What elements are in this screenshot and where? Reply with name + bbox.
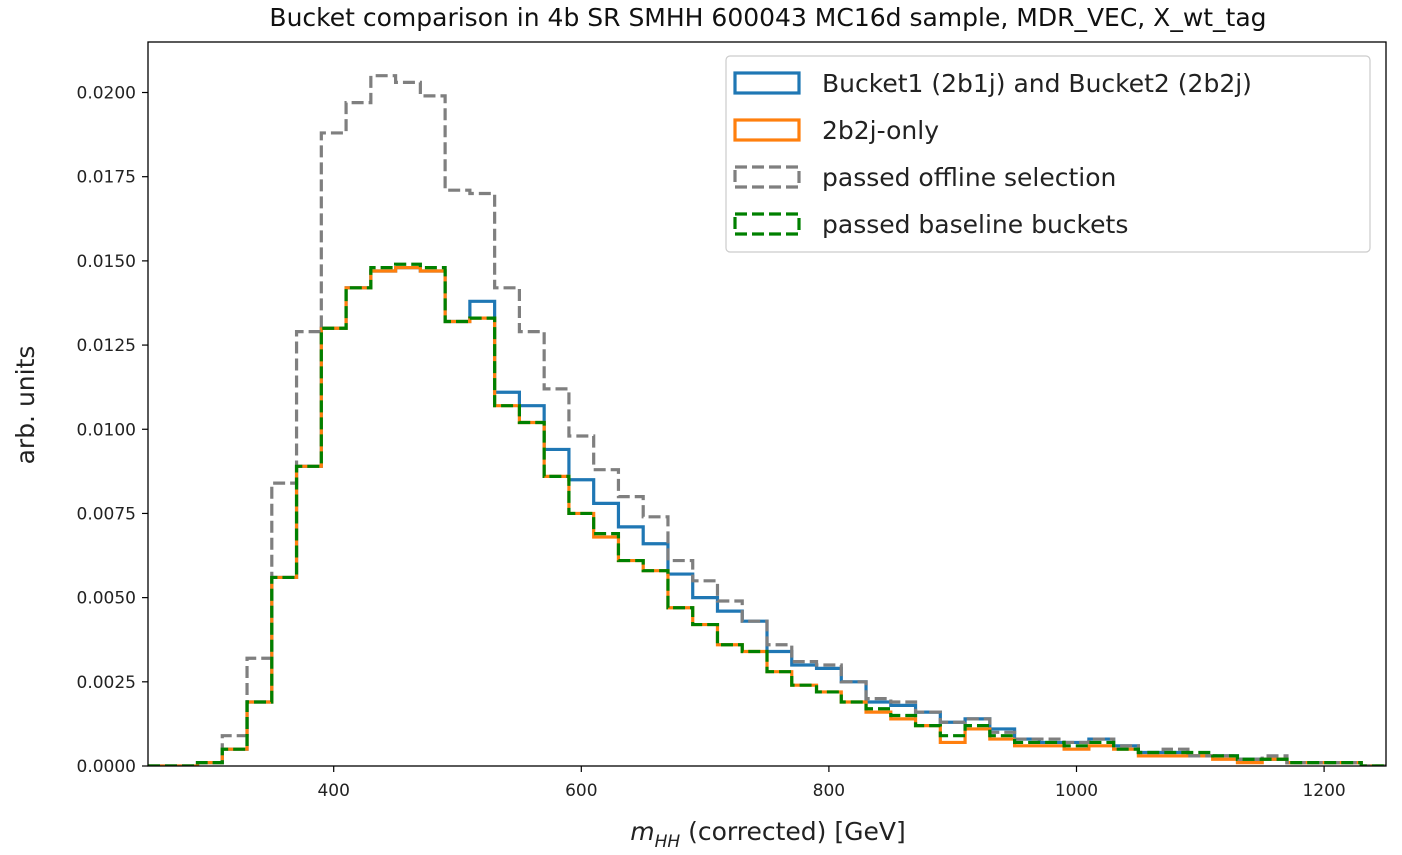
legend-swatch-2 bbox=[733, 118, 801, 142]
plot-area bbox=[147, 41, 1387, 767]
legend-swatch-3 bbox=[733, 165, 801, 189]
y-tick-label: 0.0100 bbox=[77, 420, 136, 440]
y-tick-label: 0.0000 bbox=[77, 757, 136, 777]
x-tick-label: 800 bbox=[813, 781, 845, 801]
x-axis-label-variable: m bbox=[630, 817, 654, 846]
y-tick-label: 0.0050 bbox=[77, 589, 136, 609]
legend-frame bbox=[725, 55, 1371, 253]
x-axis-label-text: (corrected) [GeV] bbox=[680, 817, 906, 846]
plot-frame bbox=[147, 41, 1387, 767]
legend-swatch-4 bbox=[733, 212, 801, 236]
y-tick-label: 0.0150 bbox=[77, 252, 136, 272]
legend-label-2: 2b2j-only bbox=[822, 116, 939, 145]
legend: Bucket1 (2b1j) and Bucket2 (2b2j) 2b2j-on… bbox=[725, 55, 1371, 253]
y-axis-label: arb. units bbox=[11, 346, 40, 465]
y-tick-label: 0.0175 bbox=[77, 168, 136, 188]
y-tick-label: 0.0075 bbox=[77, 504, 136, 524]
x-axis-label: mHH (corrected) [GeV] bbox=[630, 817, 906, 852]
y-tick-label: 0.0200 bbox=[77, 84, 136, 104]
legend-label-4: passed baseline buckets bbox=[822, 210, 1128, 239]
series-line-3 bbox=[148, 74, 1386, 766]
x-tick-label: 1000 bbox=[1055, 781, 1098, 801]
series-line-1 bbox=[148, 266, 1386, 766]
axis-ticks: 400 600 800 1000 1200 0.0000 0.0025 0.0050 0.007… bbox=[77, 84, 1346, 801]
legend-label-3: passed offline selection bbox=[822, 163, 1116, 192]
legend-label-1: Bucket1 (2b1j) and Bucket2 (2b2j) bbox=[822, 69, 1252, 98]
y-tick-label: 0.0025 bbox=[77, 673, 136, 693]
x-axis-label-subscript: HH bbox=[655, 832, 681, 852]
x-tick-label: 400 bbox=[317, 781, 349, 801]
series-line-2 bbox=[148, 266, 1386, 766]
x-tick-label: 600 bbox=[565, 781, 597, 801]
x-tick-label: 1200 bbox=[1302, 781, 1345, 801]
series-line-4 bbox=[148, 262, 1386, 766]
y-tick-label: 0.0125 bbox=[77, 336, 136, 356]
chart-title: Bucket comparison in 4b SR SMHH 600043 M… bbox=[269, 3, 1266, 32]
legend-swatch-1 bbox=[733, 71, 801, 95]
